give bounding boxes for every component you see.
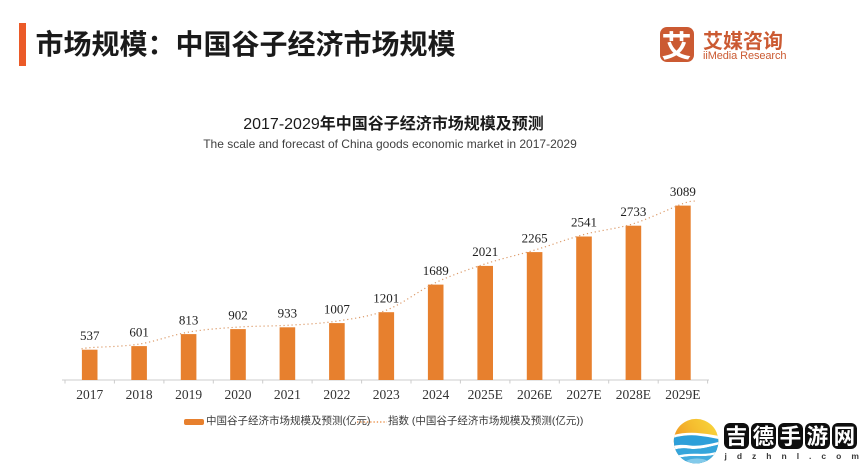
svg-text:2026E: 2026E — [517, 387, 552, 402]
svg-text:2025E: 2025E — [468, 387, 503, 402]
svg-text:2541: 2541 — [571, 215, 597, 230]
svg-text:3089: 3089 — [670, 184, 696, 199]
svg-text:1689: 1689 — [423, 263, 449, 278]
svg-text:2020: 2020 — [225, 387, 252, 402]
svg-text:2017: 2017 — [76, 387, 103, 402]
svg-text:537: 537 — [80, 328, 100, 343]
svg-text:933: 933 — [278, 306, 298, 321]
svg-text:2028E: 2028E — [616, 387, 651, 402]
svg-text:2733: 2733 — [620, 204, 646, 219]
svg-text:1007: 1007 — [324, 301, 351, 316]
svg-text:2265: 2265 — [522, 230, 548, 245]
svg-text:2024: 2024 — [422, 387, 449, 402]
svg-text:2019: 2019 — [175, 387, 202, 402]
svg-text:2018: 2018 — [126, 387, 153, 402]
svg-text:2029E: 2029E — [665, 387, 700, 402]
svg-text:2027E: 2027E — [566, 387, 601, 402]
svg-text:902: 902 — [228, 307, 248, 322]
svg-text:1201: 1201 — [373, 290, 399, 305]
svg-text:2023: 2023 — [373, 387, 400, 402]
svg-text:601: 601 — [129, 324, 149, 339]
svg-text:813: 813 — [179, 312, 199, 327]
svg-text:2022: 2022 — [323, 387, 350, 402]
svg-text:2021: 2021 — [274, 387, 301, 402]
svg-text:2021: 2021 — [472, 244, 498, 259]
